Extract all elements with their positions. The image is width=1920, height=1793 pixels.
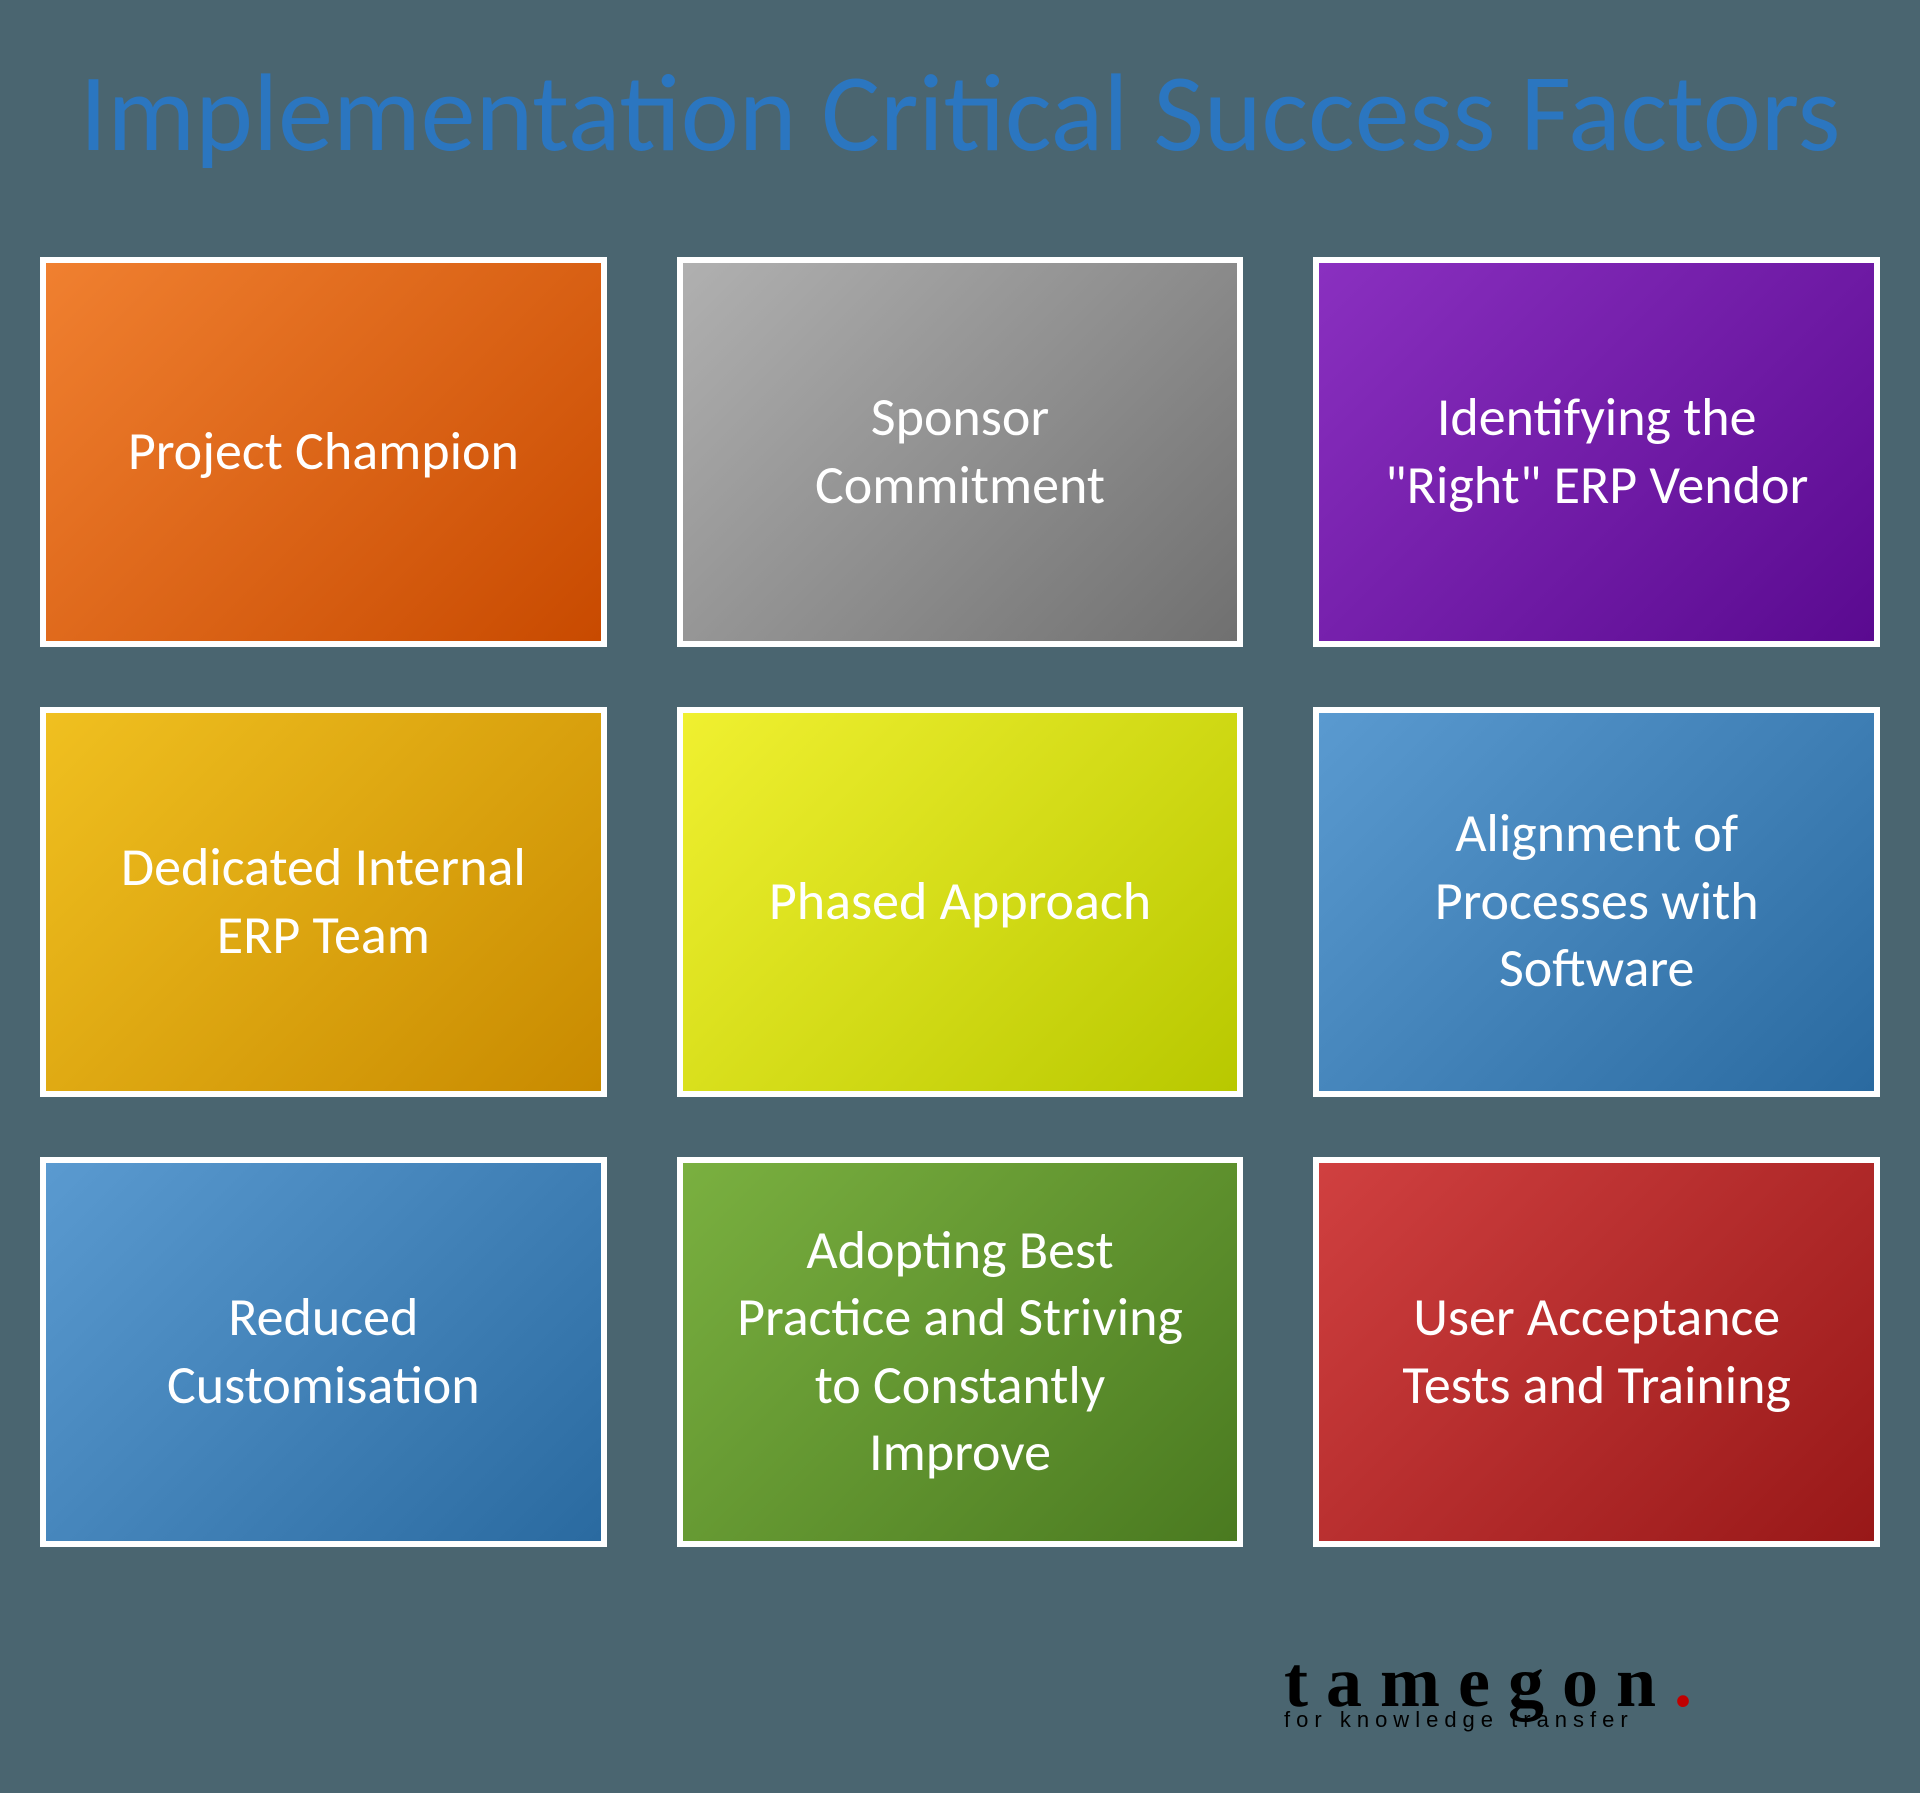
tile-label: Project Champion <box>128 418 519 486</box>
tile-5: Alignment of Processes with Software <box>1313 707 1880 1097</box>
tiles-grid: Project Champion Sponsor Commitment Identi… <box>0 217 1920 1547</box>
tile-4: Phased Approach <box>677 707 1244 1097</box>
tile-label: Identifying the "Right" ERP Vendor <box>1369 384 1824 519</box>
logo-dot: . <box>1674 1642 1710 1722</box>
tile-7: Adopting Best Practice and Striving to C… <box>677 1157 1244 1547</box>
tile-label: Adopting Best Practice and Striving to C… <box>733 1217 1188 1487</box>
tile-label: Dedicated Internal ERP Team <box>96 834 551 969</box>
tile-0: Project Champion <box>40 257 607 647</box>
tile-label: Reduced Customisation <box>96 1284 551 1419</box>
tile-8: User Acceptance Tests and Training <box>1313 1157 1880 1547</box>
tile-label: Phased Approach <box>769 868 1151 936</box>
tile-1: Sponsor Commitment <box>677 257 1244 647</box>
tile-3: Dedicated Internal ERP Team <box>40 707 607 1097</box>
tile-6: Reduced Customisation <box>40 1157 607 1547</box>
tile-label: Sponsor Commitment <box>733 384 1188 519</box>
brand-logo: tamegon. for knowledge transfer <box>1284 1652 1710 1733</box>
logo-text: tamegon <box>1284 1642 1674 1722</box>
tile-label: Alignment of Processes with Software <box>1369 800 1824 1003</box>
logo-main: tamegon. <box>1284 1652 1710 1713</box>
tile-label: User Acceptance Tests and Training <box>1369 1284 1824 1419</box>
tile-2: Identifying the "Right" ERP Vendor <box>1313 257 1880 647</box>
page-title: Implementation Critical Success Factors <box>0 0 1920 217</box>
